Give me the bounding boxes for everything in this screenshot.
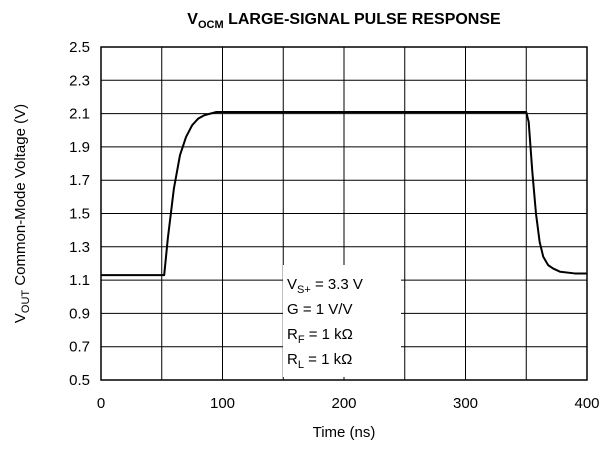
y-tick-label: 0.9 [69, 305, 90, 322]
y-tick-label: 1.9 [69, 139, 90, 156]
y-axis-label: VOUT Common-Mode Voltage (V) [12, 104, 32, 323]
annotation-part: = 1 kΩ [304, 351, 352, 368]
annotation-part: S+ [297, 284, 311, 296]
annotation-part: R [287, 326, 298, 343]
x-tick-label: 300 [453, 395, 478, 412]
annotation-part: G = 1 V/V [287, 301, 352, 318]
annotation-part: F [298, 334, 305, 346]
y-tick-label: 1.5 [69, 206, 90, 223]
annotation: RF = 1 kΩ [287, 326, 353, 346]
annotation-box [283, 265, 401, 377]
x-tick-label: 0 [97, 395, 105, 412]
y-tick-label: 0.5 [69, 372, 90, 389]
y-axis-label-part: V [12, 313, 29, 323]
y-tick-label: 1.1 [69, 272, 90, 289]
chart-title: VOCM LARGE-SIGNAL PULSE RESPONSE [187, 11, 501, 31]
y-tick-label: 2.1 [69, 106, 90, 123]
y-tick-label: 1.7 [69, 172, 90, 189]
annotation-part: V [287, 276, 297, 293]
annotation: G = 1 V/V [287, 301, 352, 318]
y-tick-label: 1.3 [69, 239, 90, 256]
chart-title-part: LARGE-SIGNAL PULSE RESPONSE [224, 11, 501, 28]
x-tick-label: 100 [210, 395, 235, 412]
y-tick-label: 0.7 [69, 339, 90, 356]
y-axis-label-part: OUT [20, 290, 32, 314]
y-tick-label: 2.3 [69, 72, 90, 89]
annotation-part: = 3.3 V [311, 276, 363, 293]
chart-title-part: OCM [198, 19, 224, 31]
annotation-part: = 1 kΩ [305, 326, 353, 343]
y-tick-label: 2.5 [69, 39, 90, 56]
annotation-part: L [298, 359, 304, 371]
plot-frame [100, 46, 588, 381]
x-tick-label: 400 [574, 395, 599, 412]
x-tick-label: 200 [331, 395, 356, 412]
chart-title-part: V [187, 11, 198, 28]
data-line [101, 110, 587, 277]
y-axis-label-part: Common-Mode Voltage (V) [12, 104, 29, 290]
annotation: RL = 1 kΩ [287, 351, 352, 371]
annotation-part: R [287, 351, 298, 368]
x-axis-label: Time (ns) [313, 424, 376, 441]
annotation: VS+ = 3.3 V [287, 276, 363, 296]
